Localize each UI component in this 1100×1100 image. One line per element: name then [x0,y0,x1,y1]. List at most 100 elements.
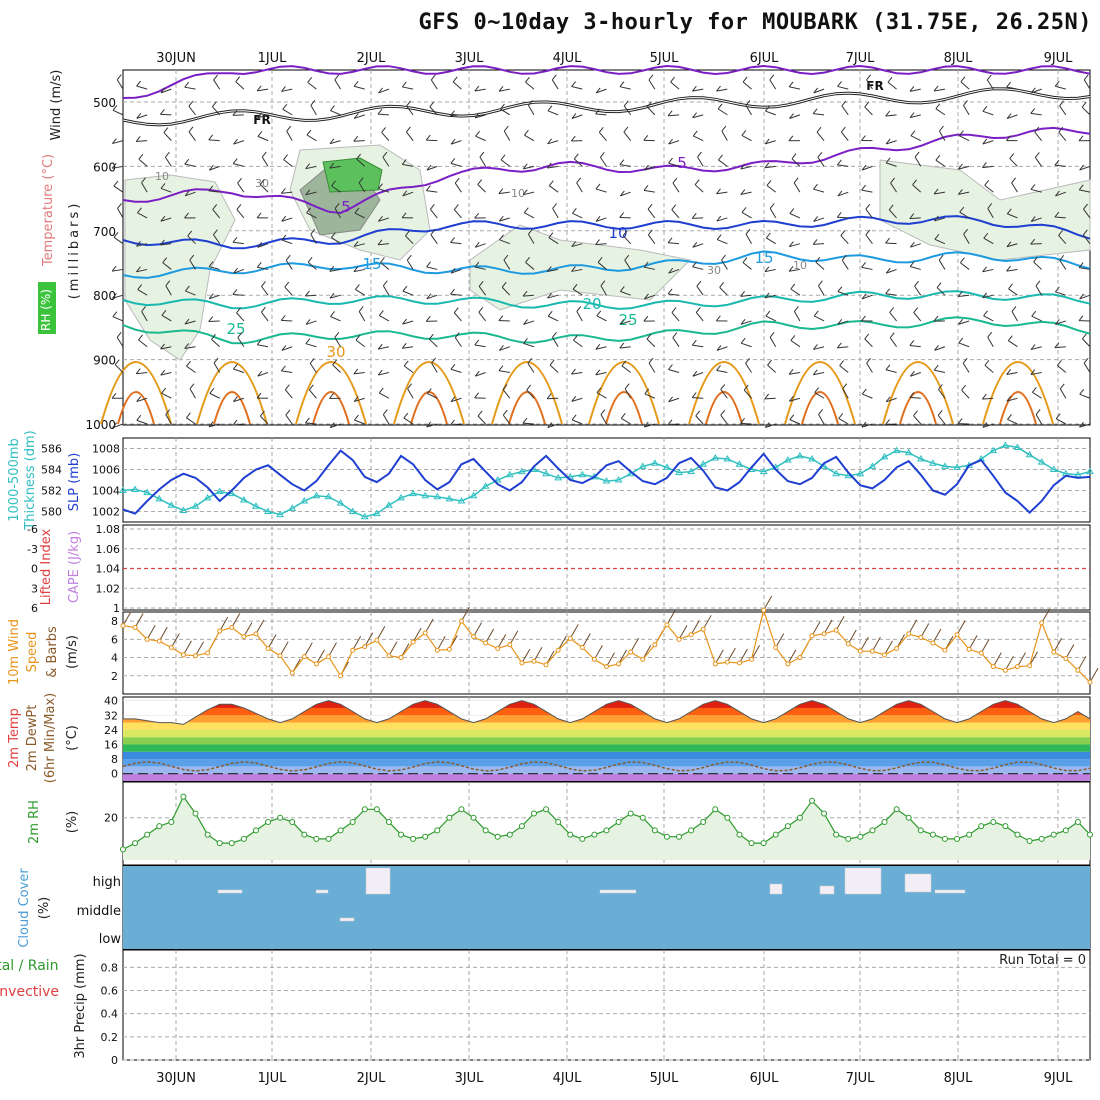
wind-barb-flag [741,130,747,136]
wind-barb [1083,208,1091,219]
wind-barb [595,243,607,246]
wind-barb [885,140,897,145]
wind-barb [887,81,897,90]
ytick-cape: 1.08 [96,523,121,536]
wind-barb [721,259,728,270]
wind-barb-flag [813,310,819,317]
wind10m-point [132,624,138,630]
wind-barb [525,81,535,90]
wind-barb [330,110,341,116]
wind-barb-flag [815,256,821,263]
rh2m-point [579,835,586,842]
thickness-point [723,455,732,462]
wind10m-point [676,636,682,642]
wind-barb-flag [982,266,987,273]
wind-barb-flag [619,286,625,292]
wind-barb [547,315,559,322]
wind-barb [1030,346,1042,351]
wind-barb-flag [740,318,746,325]
wind-barb-flag [668,138,673,145]
panel-frame-wind [122,611,1091,695]
wind-barb [232,423,244,426]
wind-barb [889,312,897,322]
wind-barb-flag [764,138,770,145]
wind-barb [670,81,680,90]
wind-barb-flag [1031,387,1037,393]
wind-barb [1058,235,1067,245]
thickness-point [892,446,901,454]
wind10m-point [362,644,368,650]
wind-barb [672,337,680,348]
wind10m-barb [485,628,495,644]
wind-barb [909,114,921,119]
wind-barb-flag [208,293,214,300]
wind10m-point [869,648,875,654]
wind-barb-flag [598,127,604,133]
chart-title: GFS 0~10day 3-hourly for MOUBARK (31.75E… [418,10,1092,35]
wind-barb [499,239,510,245]
thickness-point [191,502,200,509]
rh2m-point [893,806,900,813]
wind-barb-flag [571,241,577,247]
wind-barb-flag [836,342,842,349]
wind10m-point [1002,667,1008,673]
thickness-point [638,462,647,469]
wind-barb-flag [160,87,166,94]
wind-barb-flag [138,153,144,160]
wind-barb-flag [380,257,385,263]
wind-barb-flag [1054,342,1060,349]
wind-barb-flag [596,310,602,317]
wind-barb-flag [450,396,456,403]
wind-barb [306,134,317,142]
wind10m-point [495,645,501,651]
wind-barb [984,364,994,373]
ytick-wind: 4 [111,652,118,665]
wind-barb-flag [960,257,965,264]
wind-barb-flag [286,125,292,132]
wind-barb-flag [259,410,265,417]
wind-barb [184,320,196,325]
wind-barb [407,388,414,399]
wind-barb-flag [765,232,771,239]
wind-barb [212,106,221,116]
wind-barb-flag [695,307,701,313]
wind-barb [548,185,559,193]
wind-barb [621,417,631,425]
isotherm-35-loop [705,391,743,425]
wind-barb [547,140,559,145]
wind-barb-flag [571,368,576,375]
wind-barb-flag [861,164,867,171]
wind-barb [331,237,341,245]
wind-barb-flag [381,127,386,133]
wind-barb [766,185,777,193]
wind-barb-flag [1082,229,1088,236]
wind-barb-flag [165,409,171,415]
wind-barb-flag [426,164,432,171]
x-axis-bottom: 30JUN 1JUL 2JUL 3JUL 4JUL 5JUL 6JUL 7JUL 8JUL 9JU… [156,1071,1073,1086]
wind-barb [644,423,655,428]
wind-barb [716,369,728,373]
rh2m-point [869,827,876,834]
rh2m-point [700,818,707,825]
isotherm-30-loop [100,361,172,425]
wind-barb [861,266,873,270]
wind-barb [477,415,486,425]
wind-barb [697,156,704,167]
wind-barb [934,369,946,373]
wind-barb-flag [812,108,818,114]
thickness-point [1037,458,1046,465]
ylabel-precip-3: 3hr Precip (mm) [73,953,88,1058]
wind-barb-flag [382,151,388,158]
wind-barb [909,88,921,92]
wind-barb [1011,311,1018,322]
wind-barb [430,209,438,219]
wind-barb [478,286,487,296]
wind-barb-flag [547,422,553,428]
wind-barb [571,397,583,402]
rh2m-point [784,823,791,830]
temp-band [123,697,1090,701]
isotherm-30-loop [295,361,367,425]
ylabel-wind10m-1: 10m Wind [7,619,22,685]
wind-barb-flag [692,85,697,92]
